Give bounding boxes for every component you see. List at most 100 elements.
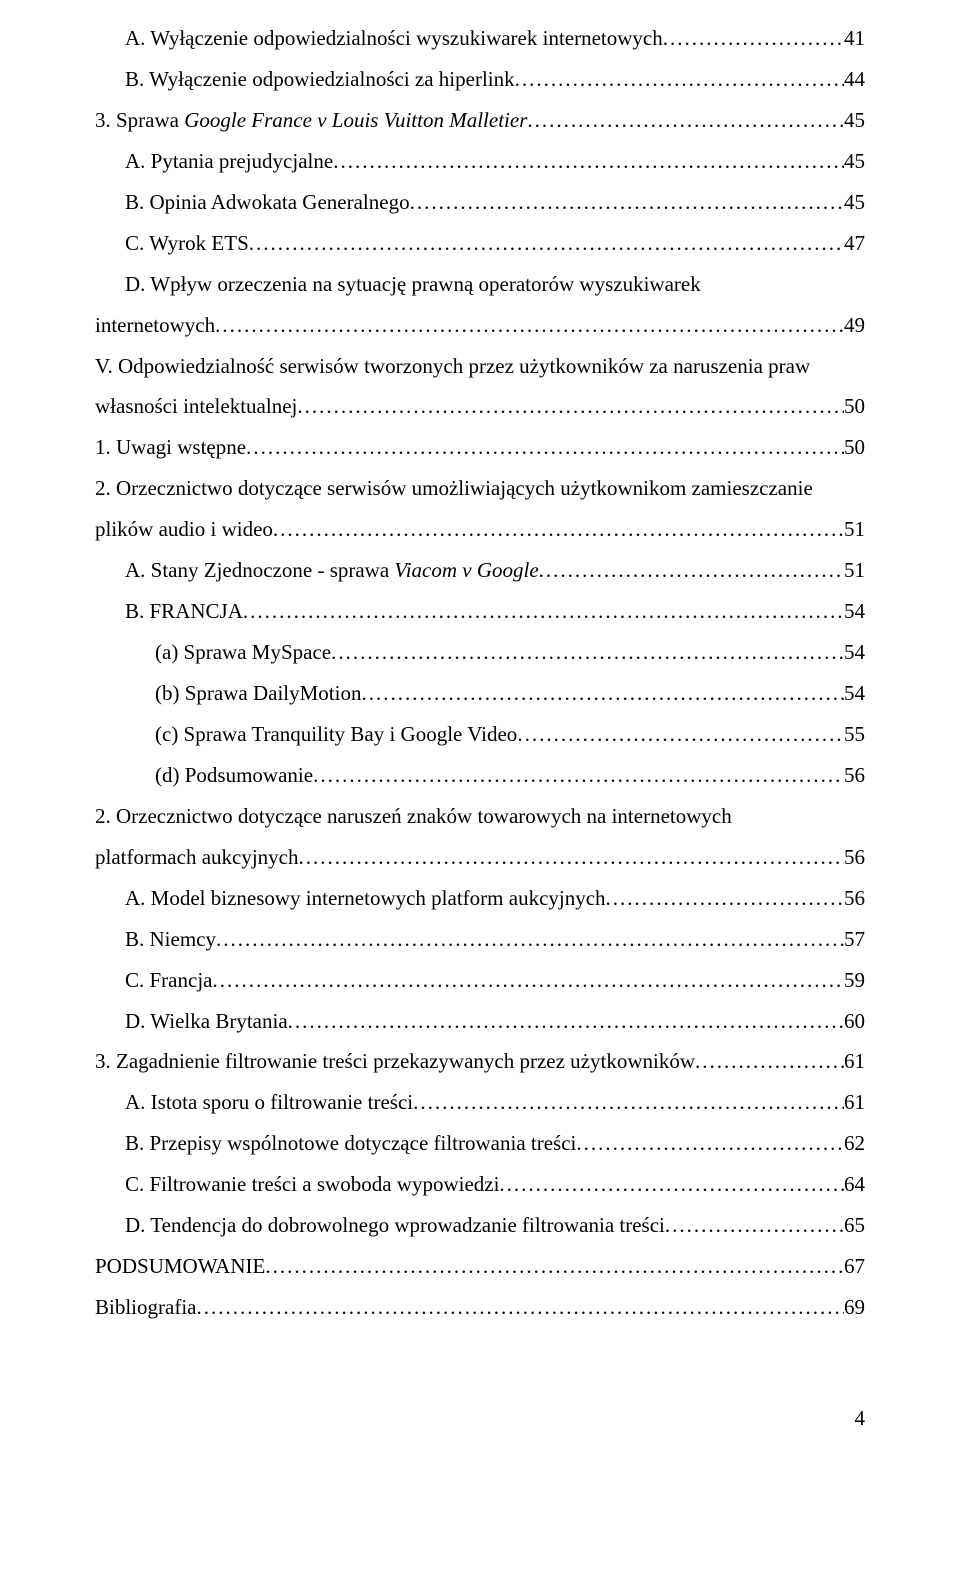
toc-page-number: 61 bbox=[844, 1082, 865, 1123]
toc-leader-dots bbox=[273, 509, 844, 550]
toc-page-number: 65 bbox=[844, 1205, 865, 1246]
toc-page-number: 56 bbox=[844, 878, 865, 919]
toc-leader-dots bbox=[212, 960, 844, 1001]
toc-text-italic: Google France v Louis Vuitton Malletier bbox=[184, 108, 527, 132]
toc-leader-dots bbox=[249, 223, 844, 264]
toc-entry: (d) Podsumowanie 56 bbox=[95, 755, 865, 796]
toc-text: (b) Sprawa DailyMotion bbox=[155, 673, 361, 714]
toc-text: B. Przepisy wspólnotowe dotyczące filtro… bbox=[125, 1123, 576, 1164]
toc-text: (a) Sprawa MySpace bbox=[155, 632, 331, 673]
toc-entry: B. Przepisy wspólnotowe dotyczące filtro… bbox=[95, 1123, 865, 1164]
toc-text: V. Odpowiedzialność serwisów tworzonych … bbox=[95, 346, 865, 387]
toc-text: A. Pytania prejudycjalne bbox=[125, 141, 333, 182]
toc-entry: (c) Sprawa Tranquility Bay i Google Vide… bbox=[95, 714, 865, 755]
toc-leader-dots bbox=[299, 837, 845, 878]
toc-page-number: 54 bbox=[844, 673, 865, 714]
toc-leader-dots bbox=[695, 1041, 844, 1082]
toc-entry: Bibliografia69 bbox=[95, 1287, 865, 1328]
toc-text: B. Opinia Adwokata Generalnego bbox=[125, 182, 410, 223]
toc-page-number: 49 bbox=[844, 305, 865, 346]
toc-page-number: 59 bbox=[844, 960, 865, 1001]
table-of-contents: A. Wyłączenie odpowiedzialności wyszukiw… bbox=[95, 18, 865, 1328]
toc-page-number: 54 bbox=[844, 632, 865, 673]
toc-page-number: 51 bbox=[844, 509, 865, 550]
toc-text: A. Model biznesowy internetowych platfor… bbox=[125, 878, 606, 919]
toc-leader-dots bbox=[265, 1246, 844, 1287]
toc-leader-dots bbox=[665, 1205, 844, 1246]
toc-text: C. Francja bbox=[125, 960, 212, 1001]
toc-text: A. Istota sporu o filtrowanie treści bbox=[125, 1082, 413, 1123]
toc-leader-dots bbox=[243, 591, 844, 632]
toc-leader-dots bbox=[331, 632, 844, 673]
toc-leader-dots bbox=[606, 878, 844, 919]
toc-text: A. Stany Zjednoczone - sprawa Viacom v G… bbox=[125, 550, 539, 591]
toc-page-number: 41 bbox=[844, 18, 865, 59]
toc-entry: A. Wyłączenie odpowiedzialności wyszukiw… bbox=[95, 18, 865, 59]
toc-entry: V. Odpowiedzialność serwisów tworzonych … bbox=[95, 346, 865, 428]
toc-page-number: 47 bbox=[844, 223, 865, 264]
toc-text: plików audio i wideo bbox=[95, 509, 273, 550]
toc-page-number: 54 bbox=[844, 591, 865, 632]
toc-leader-dots bbox=[517, 714, 844, 755]
toc-text: własności intelektualnej bbox=[95, 386, 297, 427]
toc-page-number: 51 bbox=[844, 550, 865, 591]
toc-leader-dots bbox=[196, 1287, 844, 1328]
toc-text: C. Wyrok ETS bbox=[125, 223, 249, 264]
toc-text: 2. Orzecznictwo dotyczące serwisów umożl… bbox=[95, 468, 865, 509]
page-number: 4 bbox=[95, 1398, 865, 1439]
toc-page-number: 44 bbox=[844, 59, 865, 100]
toc-page-number: 57 bbox=[844, 919, 865, 960]
toc-page-number: 64 bbox=[844, 1164, 865, 1205]
toc-text: PODSUMOWANIE bbox=[95, 1246, 265, 1287]
toc-leader-dots bbox=[515, 59, 844, 100]
toc-page-number: 56 bbox=[844, 755, 865, 796]
toc-leader-dots bbox=[216, 919, 844, 960]
toc-text: 3. Zagadnienie filtrowanie treści przeka… bbox=[95, 1041, 695, 1082]
toc-entry: B. Wyłączenie odpowiedzialności za hiper… bbox=[95, 59, 865, 100]
toc-entry: D. Wielka Brytania60 bbox=[95, 1001, 865, 1042]
toc-leader-dots bbox=[499, 1164, 844, 1205]
toc-entry: B. Opinia Adwokata Generalnego 45 bbox=[95, 182, 865, 223]
toc-leader-dots bbox=[313, 755, 844, 796]
toc-page-number: 45 bbox=[844, 141, 865, 182]
toc-entry: 1. Uwagi wstępne50 bbox=[95, 427, 865, 468]
toc-text: C. Filtrowanie treści a swoboda wypowied… bbox=[125, 1164, 499, 1205]
toc-entry: D. Tendencja do dobrowolnego wprowadzani… bbox=[95, 1205, 865, 1246]
toc-page-number: 56 bbox=[844, 837, 865, 878]
toc-page-number: 67 bbox=[844, 1246, 865, 1287]
toc-text: B. Wyłączenie odpowiedzialności za hiper… bbox=[125, 59, 515, 100]
toc-text: 3. Sprawa Google France v Louis Vuitton … bbox=[95, 100, 527, 141]
toc-page-number: 50 bbox=[844, 427, 865, 468]
toc-page-number: 45 bbox=[844, 100, 865, 141]
toc-text: D. Wpływ orzeczenia na sytuację prawną o… bbox=[125, 264, 865, 305]
toc-entry: C. Wyrok ETS 47 bbox=[95, 223, 865, 264]
toc-entry: 2. Orzecznictwo dotyczące serwisów umożl… bbox=[95, 468, 865, 550]
toc-text: platformach aukcyjnych bbox=[95, 837, 299, 878]
toc-leader-dots bbox=[527, 100, 844, 141]
toc-leader-dots bbox=[663, 18, 844, 59]
toc-page-number: 45 bbox=[844, 182, 865, 223]
toc-text: B. Niemcy bbox=[125, 919, 216, 960]
toc-text: (d) Podsumowanie bbox=[155, 755, 313, 796]
toc-text-italic: Viacom v Google bbox=[394, 558, 538, 582]
toc-page-number: 61 bbox=[844, 1041, 865, 1082]
toc-entry: D. Wpływ orzeczenia na sytuację prawną o… bbox=[95, 264, 865, 305]
toc-page-number: 60 bbox=[844, 1001, 865, 1042]
toc-leader-dots bbox=[361, 673, 844, 714]
toc-text: D. Tendencja do dobrowolnego wprowadzani… bbox=[125, 1205, 665, 1246]
toc-leader-dots bbox=[288, 1001, 844, 1042]
toc-page-number: 50 bbox=[844, 386, 865, 427]
toc-leader-dots bbox=[246, 427, 844, 468]
toc-leader-dots bbox=[215, 305, 844, 346]
toc-leader-dots bbox=[333, 141, 844, 182]
toc-text: (c) Sprawa Tranquility Bay i Google Vide… bbox=[155, 714, 517, 755]
toc-entry: 2. Orzecznictwo dotyczące naruszeń znakó… bbox=[95, 796, 865, 878]
toc-text: B. FRANCJA bbox=[125, 591, 243, 632]
toc-entry: A. Model biznesowy internetowych platfor… bbox=[95, 878, 865, 919]
toc-entry: A. Stany Zjednoczone - sprawa Viacom v G… bbox=[95, 550, 865, 591]
toc-entry: (a) Sprawa MySpace 54 bbox=[95, 632, 865, 673]
toc-entry: C. Francja 59 bbox=[95, 960, 865, 1001]
toc-page-number: 69 bbox=[844, 1287, 865, 1328]
toc-entry: A. Pytania prejudycjalne 45 bbox=[95, 141, 865, 182]
toc-entry: A. Istota sporu o filtrowanie treści 61 bbox=[95, 1082, 865, 1123]
